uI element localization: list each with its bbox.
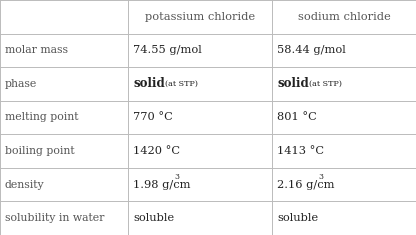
Text: (at STP): (at STP) [309, 80, 342, 88]
Text: soluble: soluble [277, 213, 318, 223]
Text: phase: phase [5, 79, 37, 89]
Text: 2.16 g/cm: 2.16 g/cm [277, 180, 334, 190]
Text: 3: 3 [319, 173, 324, 181]
Text: solid: solid [133, 77, 165, 90]
Text: 1420 °C: 1420 °C [133, 146, 180, 156]
Text: density: density [5, 180, 45, 190]
Text: 1.98 g/cm: 1.98 g/cm [133, 180, 191, 190]
Text: melting point: melting point [5, 113, 79, 122]
Text: 58.44 g/mol: 58.44 g/mol [277, 45, 346, 55]
Text: solubility in water: solubility in water [5, 213, 104, 223]
Text: 770 °C: 770 °C [133, 113, 173, 122]
Text: 74.55 g/mol: 74.55 g/mol [133, 45, 202, 55]
Text: 801 °C: 801 °C [277, 113, 317, 122]
Text: potassium chloride: potassium chloride [145, 12, 255, 22]
Text: 1413 °C: 1413 °C [277, 146, 324, 156]
Text: molar mass: molar mass [5, 45, 68, 55]
Text: (at STP): (at STP) [165, 80, 198, 88]
Text: boiling point: boiling point [5, 146, 74, 156]
Text: sodium chloride: sodium chloride [298, 12, 390, 22]
Text: solid: solid [277, 77, 309, 90]
Text: soluble: soluble [133, 213, 174, 223]
Text: 3: 3 [175, 173, 180, 181]
